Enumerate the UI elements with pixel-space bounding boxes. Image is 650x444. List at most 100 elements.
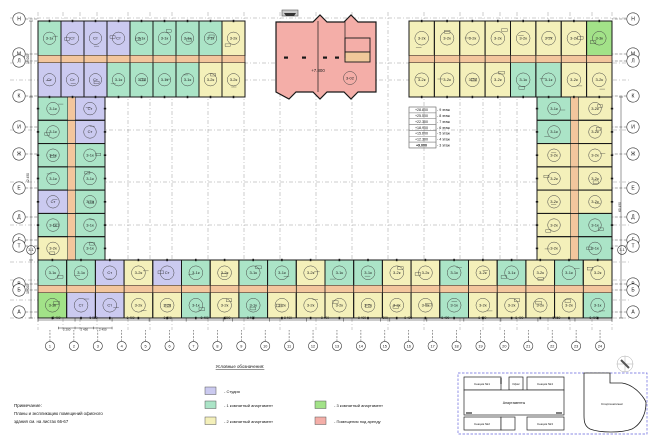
svg-text:3-2к: 3-2к bbox=[336, 303, 344, 308]
svg-text:3-2к: 3-2к bbox=[479, 270, 487, 275]
svg-text:3-2к: 3-2к bbox=[591, 176, 599, 181]
svg-text:+28.800: +28.800 bbox=[415, 108, 428, 112]
svg-text:здания см. на листах 66-67: здания см. на листах 66-67 bbox=[14, 419, 69, 424]
svg-text:8 400: 8 400 bbox=[201, 316, 209, 320]
svg-text:8: 8 bbox=[216, 344, 218, 348]
svg-text:8 400: 8 400 bbox=[247, 316, 255, 320]
svg-text:Ст: Ст bbox=[116, 36, 121, 41]
svg-text:19 000: 19 000 bbox=[26, 54, 30, 64]
svg-text:Ст: Ст bbox=[79, 303, 84, 308]
svg-text:3-3к: 3-3к bbox=[596, 36, 604, 41]
svg-text:Апартаменты: Апартаменты bbox=[503, 401, 526, 405]
svg-text:3-3к: 3-3к bbox=[49, 303, 57, 308]
svg-text:3-1к: 3-1к bbox=[591, 222, 599, 227]
svg-text:Планы и экспликацию помещений: Планы и экспликацию помещений офисного bbox=[14, 411, 103, 416]
svg-text:8 400: 8 400 bbox=[321, 316, 329, 320]
svg-text:3-1к: 3-1к bbox=[86, 199, 94, 204]
svg-text:Ст: Ст bbox=[47, 77, 52, 82]
svg-text:8 400: 8 400 bbox=[358, 316, 366, 320]
svg-text:+25.500: +25.500 bbox=[415, 114, 428, 118]
svg-text:20: 20 bbox=[502, 344, 506, 348]
svg-text:3-2к: 3-2к bbox=[550, 222, 558, 227]
svg-text:Спорткомплекс: Спорткомплекс bbox=[601, 402, 624, 406]
svg-text:4: 4 bbox=[121, 344, 123, 348]
svg-text:3-2к: 3-2к bbox=[508, 303, 516, 308]
svg-text:3-1к: 3-1к bbox=[519, 77, 527, 82]
svg-text:3-1к: 3-1к bbox=[86, 246, 94, 251]
svg-text:3-2к: 3-2к bbox=[536, 270, 544, 275]
svg-text:42 450: 42 450 bbox=[26, 173, 30, 183]
svg-text:3-2к: 3-2к bbox=[221, 270, 229, 275]
svg-text:3-1к: 3-1к bbox=[115, 77, 123, 82]
svg-text:3-2к: 3-2к bbox=[545, 36, 553, 41]
svg-text:8 400: 8 400 bbox=[53, 316, 61, 320]
svg-text:3-02: 3-02 bbox=[346, 75, 355, 80]
svg-text:24: 24 bbox=[598, 344, 602, 348]
svg-text:3-1к: 3-1к bbox=[192, 303, 200, 308]
svg-text:3-1к: 3-1к bbox=[591, 246, 599, 251]
svg-text:3-1к: 3-1к bbox=[192, 270, 200, 275]
svg-text:3-2к: 3-2к bbox=[49, 246, 57, 251]
svg-text:3-1к: 3-1к bbox=[46, 36, 54, 41]
svg-text:300: 300 bbox=[383, 316, 389, 320]
svg-text:8 400: 8 400 bbox=[164, 316, 172, 320]
svg-text:3-1к: 3-1к bbox=[565, 270, 573, 275]
svg-text:+15.600: +15.600 bbox=[415, 132, 428, 136]
svg-text:3-2к: 3-2к bbox=[135, 303, 143, 308]
svg-text:3-2к: 3-2к bbox=[307, 303, 315, 308]
svg-text:3-2к: 3-2к bbox=[591, 106, 599, 111]
svg-text:2 200: 2 200 bbox=[63, 328, 71, 332]
svg-text:18: 18 bbox=[454, 344, 458, 348]
svg-text:3-2к: 3-2к bbox=[596, 77, 604, 82]
svg-text:3-1к: 3-1к bbox=[184, 77, 192, 82]
svg-text:300: 300 bbox=[225, 316, 231, 320]
svg-text:И: И bbox=[631, 125, 635, 131]
svg-text:Л: Л bbox=[17, 59, 20, 65]
svg-text:Ст: Ст bbox=[165, 270, 170, 275]
svg-text:8 400: 8 400 bbox=[478, 316, 486, 320]
svg-text:3-1к: 3-1к bbox=[49, 176, 57, 181]
svg-text:Ст: Ст bbox=[88, 129, 93, 134]
svg-text:3-2к: 3-2к bbox=[570, 77, 578, 82]
svg-text:11: 11 bbox=[287, 344, 291, 348]
svg-text:Ст: Ст bbox=[107, 303, 112, 308]
svg-text:3-1к: 3-1к bbox=[550, 106, 558, 111]
svg-text:- 1 комнатный апартамент: - 1 комнатный апартамент bbox=[224, 403, 273, 408]
svg-text:Т: Т bbox=[17, 244, 20, 250]
svg-text:14: 14 bbox=[359, 344, 363, 348]
svg-text:3-2к: 3-2к bbox=[570, 36, 578, 41]
svg-text:+12.300: +12.300 bbox=[415, 137, 428, 141]
svg-text:3-2к: 3-2к bbox=[135, 270, 143, 275]
svg-text:3-2к: 3-2к bbox=[550, 199, 558, 204]
svg-text:3-2к: 3-2к bbox=[230, 36, 238, 41]
svg-text:16: 16 bbox=[407, 344, 411, 348]
svg-text:Н: Н bbox=[17, 17, 21, 23]
svg-text:23: 23 bbox=[574, 344, 578, 348]
svg-text:- 6 этаж: - 6 этаж bbox=[437, 126, 451, 130]
svg-text:3-1к: 3-1к bbox=[86, 176, 94, 181]
svg-text:И: И bbox=[17, 125, 21, 131]
svg-text:3-2к: 3-2к bbox=[443, 36, 451, 41]
svg-text:К: К bbox=[632, 94, 635, 100]
svg-text:- Студия: - Студия bbox=[224, 389, 240, 394]
svg-text:3-1к: 3-1к bbox=[278, 270, 286, 275]
svg-text:3-2к: 3-2к bbox=[519, 36, 527, 41]
svg-text:8 400: 8 400 bbox=[127, 316, 135, 320]
svg-text:3-2к: 3-2к bbox=[221, 303, 229, 308]
svg-text:- 9 этаж: - 9 этаж bbox=[437, 108, 451, 112]
svg-text:3-2к: 3-2к bbox=[550, 176, 558, 181]
svg-text:6: 6 bbox=[168, 344, 170, 348]
svg-text:+18.900: +18.900 bbox=[415, 126, 428, 130]
svg-text:Секция №3: Секция №3 bbox=[537, 422, 553, 426]
svg-text:Ж: Ж bbox=[17, 152, 22, 158]
svg-text:3-2к: 3-2к bbox=[494, 77, 502, 82]
svg-text:- 5 этаж: - 5 этаж bbox=[437, 132, 451, 136]
svg-text:9: 9 bbox=[240, 344, 242, 348]
svg-text:3-1к: 3-1к bbox=[138, 77, 146, 82]
svg-text:19: 19 bbox=[478, 344, 482, 348]
svg-text:Ж: Ж bbox=[631, 152, 636, 158]
svg-text:3-1к: 3-1к bbox=[450, 270, 458, 275]
svg-text:5 950: 5 950 bbox=[90, 316, 98, 320]
svg-text:12: 12 bbox=[311, 344, 315, 348]
svg-text:Т: Т bbox=[631, 244, 634, 250]
